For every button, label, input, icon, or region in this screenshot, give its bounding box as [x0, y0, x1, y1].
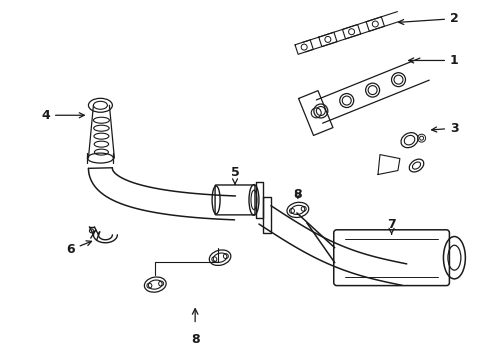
Text: 1: 1 [408, 54, 458, 67]
Text: 8: 8 [190, 333, 199, 346]
Text: 8: 8 [293, 188, 302, 202]
Text: 7: 7 [386, 218, 395, 234]
Text: 3: 3 [431, 122, 458, 135]
Text: 5: 5 [230, 166, 239, 184]
Text: 6: 6 [66, 241, 91, 256]
Text: 2: 2 [398, 12, 458, 25]
Text: 4: 4 [41, 109, 84, 122]
